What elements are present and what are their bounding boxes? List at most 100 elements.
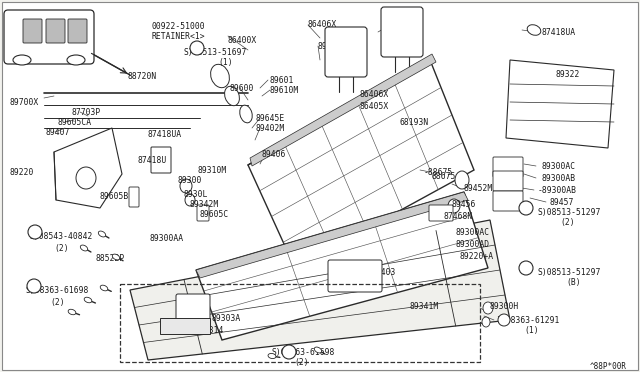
Text: (1): (1) (524, 326, 539, 335)
Text: 86405X: 86405X (383, 18, 412, 27)
Text: 86405X: 86405X (360, 102, 389, 111)
Text: 88720N: 88720N (128, 72, 157, 81)
Ellipse shape (28, 225, 42, 239)
Text: 89342M: 89342M (190, 200, 220, 209)
Text: 86406X: 86406X (308, 20, 337, 29)
Text: 68193N: 68193N (400, 118, 429, 127)
Text: 8930L: 8930L (184, 190, 209, 199)
Text: -89300AB: -89300AB (538, 186, 577, 195)
Text: 89220+A: 89220+A (460, 252, 494, 261)
Text: 89456: 89456 (452, 200, 476, 209)
Text: 89322: 89322 (556, 70, 580, 79)
Ellipse shape (498, 314, 510, 326)
Polygon shape (196, 192, 468, 278)
Text: (2): (2) (50, 298, 65, 307)
Text: S: S (33, 230, 36, 234)
FancyBboxPatch shape (493, 191, 523, 211)
Ellipse shape (519, 261, 533, 275)
Text: 86400X: 86400X (228, 36, 257, 45)
Text: S: S (287, 350, 291, 355)
Text: 1: 1 (502, 317, 506, 323)
Text: 89403: 89403 (372, 268, 396, 277)
FancyBboxPatch shape (160, 318, 210, 334)
Text: S)08513-51697: S)08513-51697 (184, 48, 248, 57)
Text: 89310M: 89310M (198, 166, 227, 175)
Text: 88522P: 88522P (96, 254, 125, 263)
Ellipse shape (211, 64, 229, 88)
Ellipse shape (455, 171, 469, 189)
Text: 87418U: 87418U (138, 156, 167, 165)
Polygon shape (196, 192, 488, 340)
Ellipse shape (240, 105, 252, 123)
Ellipse shape (482, 317, 490, 327)
Text: 89300AA: 89300AA (150, 234, 184, 243)
Text: 87418UA: 87418UA (148, 130, 182, 139)
FancyBboxPatch shape (23, 19, 42, 43)
Text: S)08513-51297: S)08513-51297 (538, 208, 602, 217)
FancyBboxPatch shape (429, 205, 453, 221)
Ellipse shape (67, 55, 85, 65)
Text: -88675: -88675 (424, 168, 453, 177)
Ellipse shape (527, 25, 541, 35)
Text: 89452M: 89452M (464, 184, 493, 193)
Text: S)08363-61698: S)08363-61698 (26, 286, 90, 295)
Ellipse shape (68, 309, 76, 315)
Ellipse shape (448, 199, 460, 213)
Text: S: S (195, 45, 199, 51)
Text: (2): (2) (560, 218, 575, 227)
FancyBboxPatch shape (197, 205, 209, 221)
Text: 89303A: 89303A (212, 314, 241, 323)
FancyBboxPatch shape (68, 19, 87, 43)
Ellipse shape (112, 254, 120, 260)
Text: RETAINER<1>: RETAINER<1> (152, 32, 205, 41)
Ellipse shape (519, 201, 533, 215)
Text: 87703P: 87703P (72, 108, 101, 117)
Ellipse shape (185, 194, 195, 206)
FancyBboxPatch shape (328, 260, 382, 292)
Text: 89406: 89406 (262, 150, 286, 159)
Ellipse shape (190, 41, 204, 55)
Polygon shape (130, 220, 510, 360)
Polygon shape (54, 128, 122, 208)
FancyBboxPatch shape (176, 294, 210, 322)
Ellipse shape (314, 347, 322, 353)
Text: (2): (2) (54, 244, 68, 253)
Text: 89645EB: 89645EB (318, 42, 352, 51)
Ellipse shape (282, 345, 296, 359)
Ellipse shape (80, 245, 88, 251)
Text: 89407: 89407 (46, 128, 70, 137)
Text: 87468N: 87468N (444, 212, 473, 221)
FancyBboxPatch shape (493, 157, 523, 177)
Text: 87418UA: 87418UA (542, 28, 576, 37)
Text: (2): (2) (294, 358, 308, 367)
Text: (1): (1) (218, 58, 232, 67)
Text: 89610M: 89610M (270, 86, 300, 95)
Text: 89645E: 89645E (256, 114, 285, 123)
FancyBboxPatch shape (129, 187, 139, 207)
Text: S: S (32, 283, 36, 289)
Text: 88675: 88675 (432, 172, 456, 181)
Text: 89600: 89600 (230, 84, 254, 93)
Text: 89300AD: 89300AD (456, 240, 490, 249)
Text: 89700X: 89700X (10, 98, 39, 107)
Ellipse shape (76, 167, 96, 189)
Ellipse shape (483, 302, 493, 314)
Text: S: S (524, 205, 528, 211)
Bar (120, 284, 480, 362)
Text: 89300AC: 89300AC (456, 228, 490, 237)
Ellipse shape (225, 86, 239, 106)
Ellipse shape (13, 55, 31, 65)
Ellipse shape (180, 179, 192, 193)
Text: S)08543-40842: S)08543-40842 (30, 232, 93, 241)
Ellipse shape (100, 285, 108, 291)
Polygon shape (506, 60, 614, 148)
Ellipse shape (27, 279, 41, 293)
FancyBboxPatch shape (325, 27, 367, 77)
Ellipse shape (99, 231, 106, 237)
Text: 86400XA: 86400XA (383, 30, 417, 39)
Text: ^88P*00R: ^88P*00R (590, 362, 627, 371)
Text: 89605B: 89605B (100, 192, 129, 201)
Text: 89457: 89457 (550, 198, 574, 207)
Text: 1)08363-61291: 1)08363-61291 (496, 316, 559, 325)
Text: (B): (B) (566, 278, 580, 287)
